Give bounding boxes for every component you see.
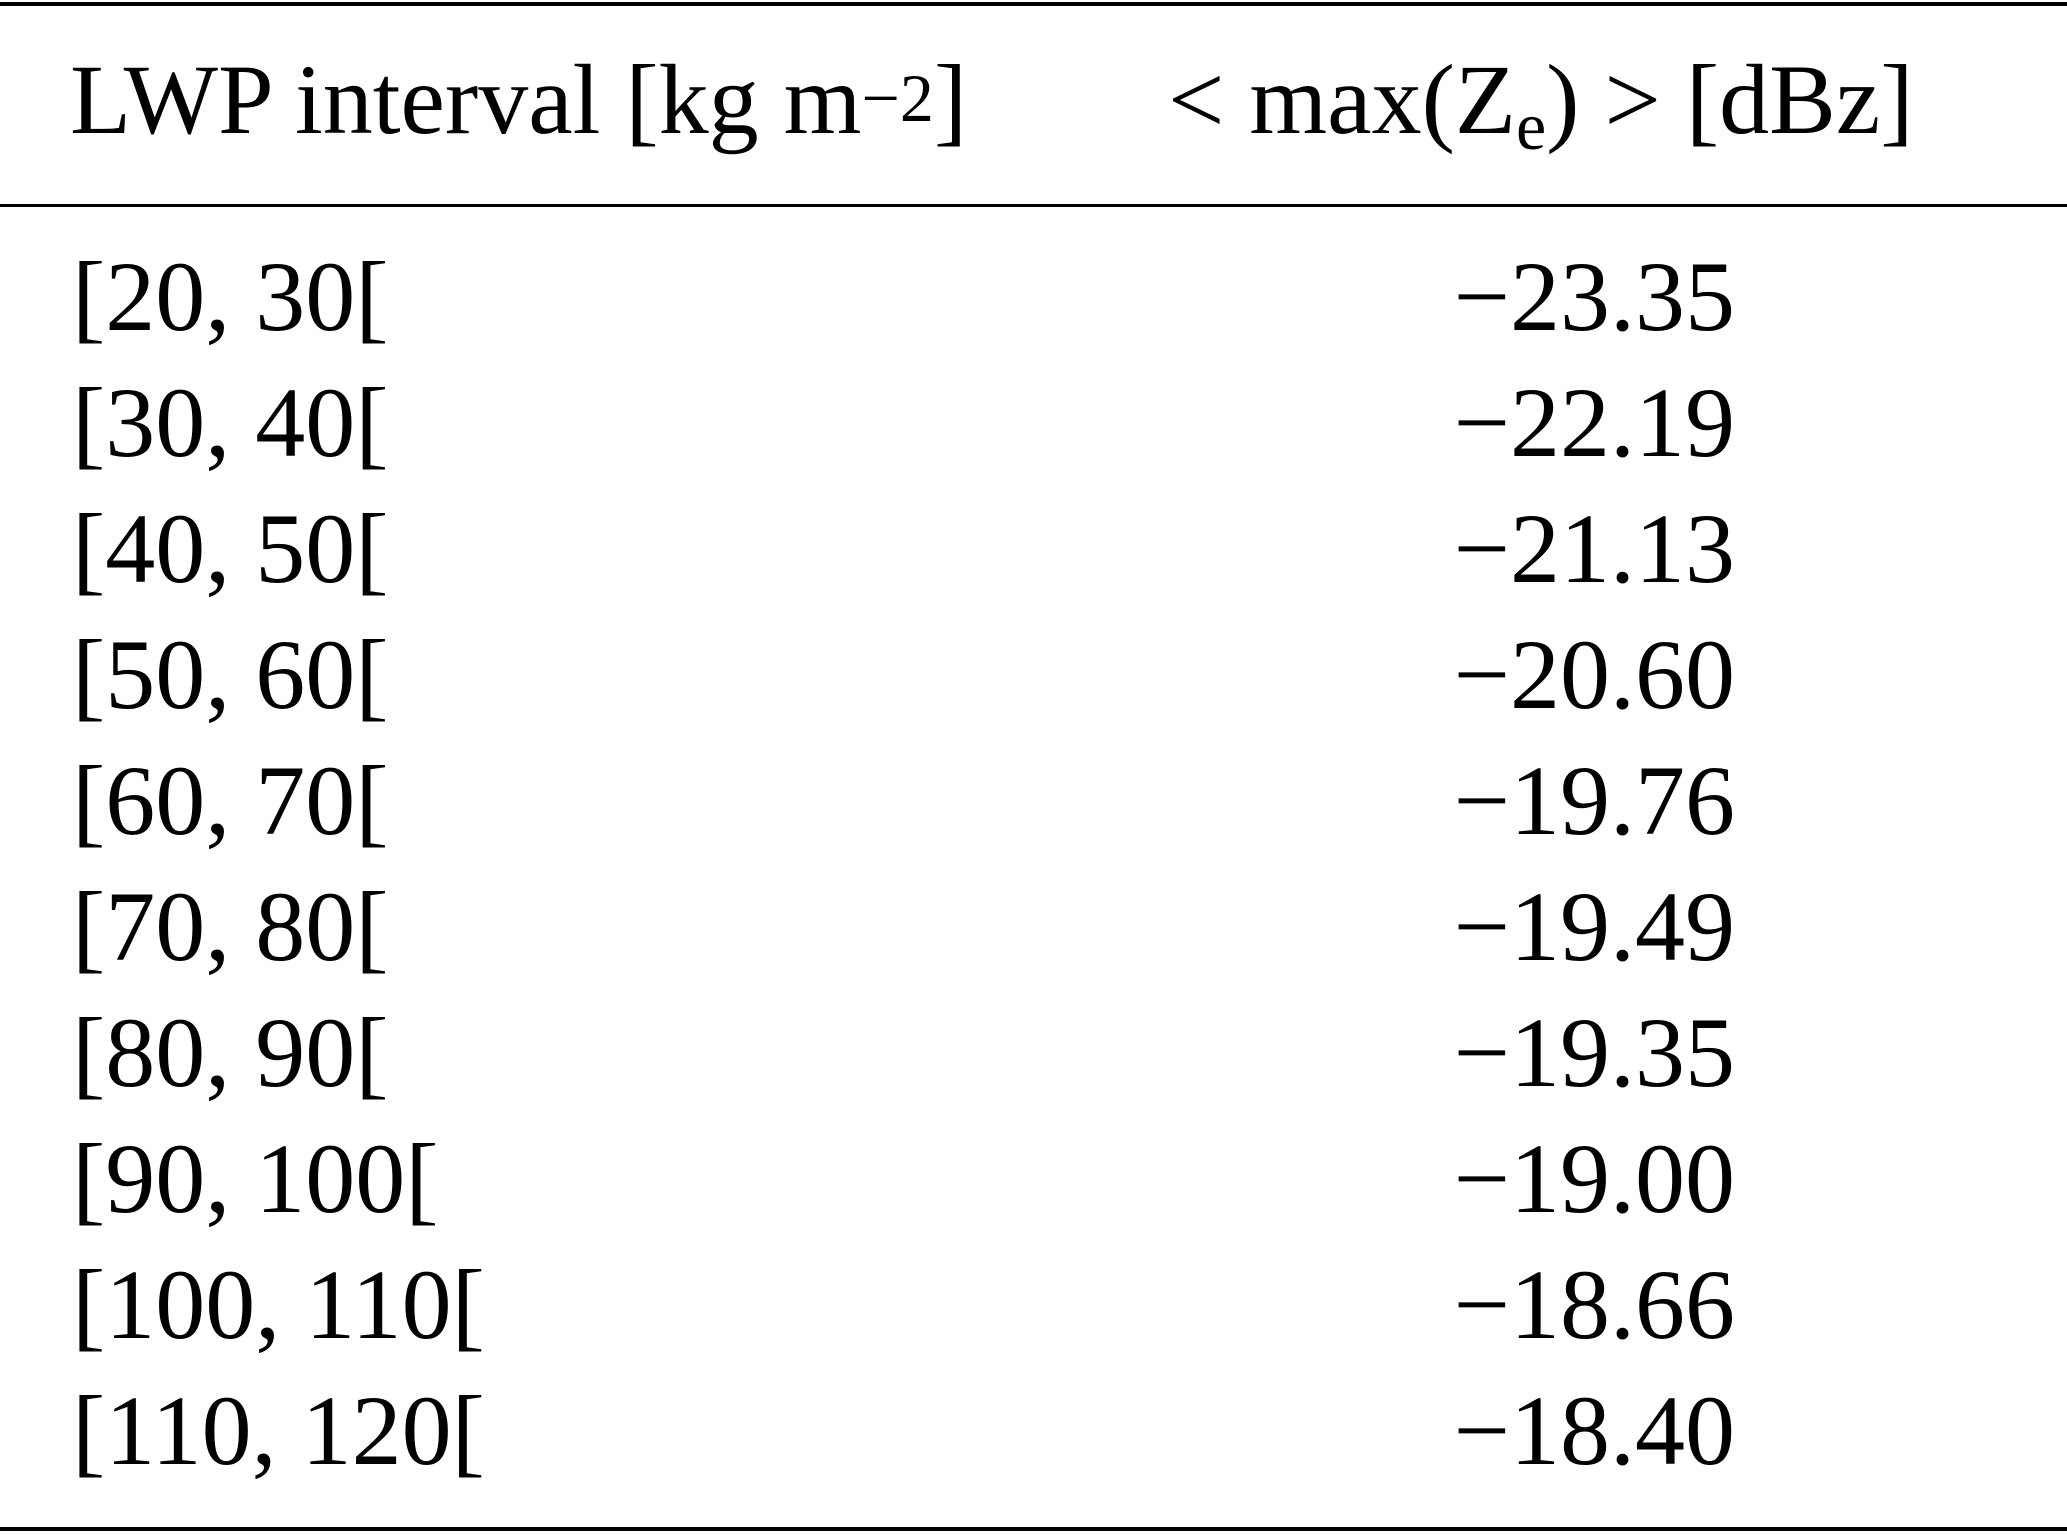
table-row: [90, 100[ −19.00 — [0, 1116, 2067, 1242]
max-ze-cell: −19.00 — [1453, 1123, 1735, 1234]
lwp-interval-cell: [90, 100[ — [72, 1123, 439, 1234]
max-ze-cell: −19.35 — [1453, 997, 1735, 1108]
header-max-ze: < max(Ze) > [dBz] — [1168, 40, 1914, 170]
max-ze-cell: −19.76 — [1453, 745, 1735, 856]
table-row: [40, 50[ −21.13 — [0, 486, 2067, 612]
table-row: [60, 70[ −19.76 — [0, 738, 2067, 864]
max-ze-cell: −20.60 — [1453, 619, 1735, 730]
table-row: [20, 30[ −23.35 — [0, 234, 2067, 360]
header-ze-subscript: e — [1515, 88, 1547, 164]
header-lwp-exponent: −2 — [861, 60, 934, 136]
max-ze-cell: −22.19 — [1453, 367, 1735, 478]
lwp-interval-cell: [110, 120[ — [72, 1375, 485, 1486]
table-row: [50, 60[ −20.60 — [0, 612, 2067, 738]
lwp-interval-cell: [40, 50[ — [72, 493, 389, 604]
lwp-interval-cell: [70, 80[ — [72, 871, 389, 982]
lwp-interval-cell: [20, 30[ — [72, 241, 389, 352]
table-row: [70, 80[ −19.49 — [0, 864, 2067, 990]
header-lwp-close: ] — [933, 44, 968, 155]
lwp-interval-cell: [80, 90[ — [72, 997, 389, 1108]
lwp-interval-cell: [50, 60[ — [72, 619, 389, 730]
header-lwp-text: LWP interval [kg m — [70, 44, 862, 155]
max-ze-cell: −19.49 — [1453, 871, 1735, 982]
lwp-interval-cell: [100, 110[ — [72, 1249, 485, 1360]
top-rule — [0, 2, 2067, 6]
table-row: [100, 110[ −18.66 — [0, 1242, 2067, 1368]
header-lwp-interval: LWP interval [kg m−2] — [70, 40, 967, 170]
header-ze-prefix: < max(Z — [1168, 44, 1516, 155]
lwp-interval-cell: [60, 70[ — [72, 745, 389, 856]
table-row: [80, 90[ −19.35 — [0, 990, 2067, 1116]
max-ze-cell: −21.13 — [1453, 493, 1735, 604]
lwp-interval-cell: [30, 40[ — [72, 367, 389, 478]
header-ze-suffix: ) > [dBz] — [1546, 44, 1914, 155]
table-row: [110, 120[ −18.40 — [0, 1368, 2067, 1494]
table-row: [30, 40[ −22.19 — [0, 360, 2067, 486]
max-ze-cell: −18.40 — [1453, 1375, 1735, 1486]
header-rule — [0, 204, 2067, 207]
max-ze-cell: −23.35 — [1453, 241, 1735, 352]
bottom-rule — [0, 1527, 2067, 1531]
max-ze-cell: −18.66 — [1453, 1249, 1735, 1360]
